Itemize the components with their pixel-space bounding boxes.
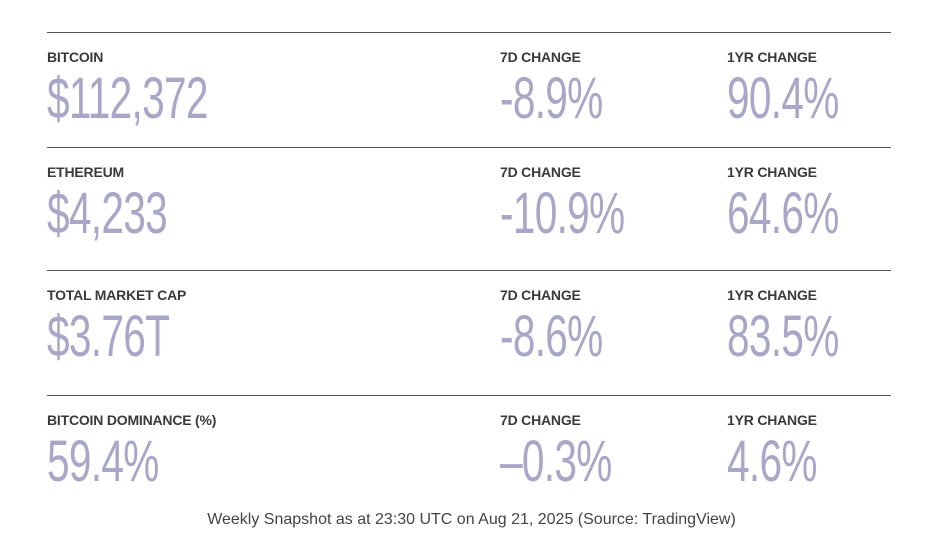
metric-label: 7D CHANGE — [500, 412, 581, 428]
metric-label: TOTAL MARKET CAP — [47, 287, 187, 303]
footer: Weekly Snapshot as at 23:30 UTC on Aug 2… — [207, 511, 736, 528]
metric-value: –0.3% — [500, 429, 612, 494]
metric-label: ETHEREUM — [47, 164, 124, 180]
metric-label: 1YR CHANGE — [727, 49, 817, 65]
metric-value: 59.4% — [47, 429, 159, 494]
divider — [47, 147, 891, 148]
metric-value: $3.76T — [47, 304, 170, 369]
divider — [47, 395, 891, 396]
metric-label: 7D CHANGE — [500, 287, 581, 303]
divider — [47, 270, 891, 271]
metric-label: BITCOIN DOMINANCE (%) — [47, 412, 217, 428]
metric-value: $112,372 — [47, 66, 208, 131]
metric-value: -8.6% — [500, 304, 603, 369]
metric-label: 7D CHANGE — [500, 164, 581, 180]
metric-value: $4,233 — [47, 181, 168, 246]
metric-value: 64.6% — [727, 181, 839, 246]
metric-label: 1YR CHANGE — [727, 412, 817, 428]
metric-value: 90.4% — [727, 66, 839, 131]
metric-label: BITCOIN — [47, 49, 104, 65]
metric-label: 1YR CHANGE — [727, 164, 817, 180]
metric-label: 7D CHANGE — [500, 49, 581, 65]
metric-label: 1YR CHANGE — [727, 287, 817, 303]
divider — [47, 32, 891, 33]
metric-value: 4.6% — [727, 429, 817, 494]
metric-value: -10.9% — [500, 181, 625, 246]
metric-value: -8.9% — [500, 66, 603, 131]
metric-value: 83.5% — [727, 304, 839, 369]
